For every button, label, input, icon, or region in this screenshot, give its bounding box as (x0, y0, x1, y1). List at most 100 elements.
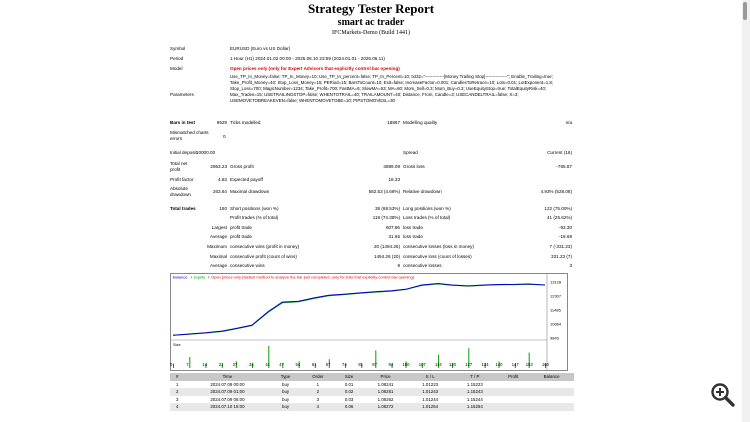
gross-loss-value: -765.87 (556, 164, 572, 169)
cell: 2024.07.09 06:00 (210, 396, 245, 402)
col-price: Price (363, 373, 408, 381)
size-bar (452, 363, 453, 368)
model-value: Open prices only (only for Expert Adviso… (230, 66, 400, 71)
largest-loss-value: -93.30 (558, 225, 572, 230)
mismatched-value: 0 (223, 134, 226, 139)
y-tick-label: 11485 (550, 308, 562, 313)
scrollbar-thumb[interactable] (743, 2, 747, 20)
size-bar (545, 363, 546, 368)
cell: 1.15244 (466, 396, 483, 402)
short-positions-value: 38 (68.53%) (374, 206, 400, 211)
size-bar (375, 350, 377, 368)
x-tick-label: 14 (202, 362, 208, 367)
cell (497, 396, 529, 404)
x-tick-label: 160 (542, 362, 549, 367)
largest-loss-label: loss trade (403, 225, 423, 230)
size-bar (421, 363, 423, 368)
size-bar (391, 363, 393, 368)
broker-name: IFCMarkets-Demo (Build 1441) (332, 30, 410, 36)
size-bar (328, 359, 330, 368)
cell (529, 381, 574, 389)
absolute-drawdown-label: Absolute drawdown (170, 186, 191, 197)
initial-deposit-value: 10000.00 (196, 150, 216, 155)
spread-value: Current (16) (547, 150, 572, 155)
parameters-label: Parameters (170, 92, 194, 97)
maximal-drawdown-label: Maximal drawdown (230, 189, 270, 194)
x-tick-label: 67 (325, 362, 331, 367)
bars-label: Bars in test (170, 120, 196, 125)
cell: 2024.07.09 01:00 (184, 388, 271, 396)
x-tick-label: 54 (295, 362, 301, 367)
x-tick-label: 0 (170, 362, 173, 367)
size-bar (468, 348, 470, 368)
cell: 1 (176, 381, 179, 387)
x-tick-label: 61 (311, 362, 317, 367)
cell: 1.15254 (452, 403, 498, 411)
table-row: 2 2024.07.09 01:00 buy 2 0.02 1.08261 1.… (170, 388, 574, 396)
legend-sep2: / (208, 275, 210, 280)
average-loss-value: -18.68 (558, 234, 572, 239)
cons-losses-label: consecutive losses (loss in money) (403, 244, 474, 249)
size-bar (205, 363, 207, 368)
cell: 1.01254 (407, 403, 453, 411)
cons-profit-label: consecutive profit (count of wins) (230, 254, 297, 259)
cons-loss-label: consecutive loss (count of losses) (403, 254, 472, 259)
page-scrollbar[interactable] (742, 0, 750, 422)
x-tick-label: 127 (465, 362, 473, 367)
cons-wins2-label: consecutive wins (230, 263, 265, 268)
cell: 0.03 (344, 396, 354, 402)
cons-profit-value: 1494.26 (20) (373, 254, 400, 259)
size-bar (528, 352, 530, 368)
cons-loss-value: 331.23 (7) (551, 254, 572, 259)
profit-trades-value: 119 (74.38%) (372, 215, 400, 220)
cell: 0.01 (344, 381, 354, 387)
x-tick-label: 100 (402, 362, 410, 367)
largest-label: Largest (211, 225, 227, 230)
expected-payoff-value: 18.33 (388, 177, 401, 182)
deals-header-row: # Time Type Order Size Price S / L T / P… (170, 373, 574, 381)
balance-chart-svg: Balance / Equity / Open prices only (fas… (171, 274, 567, 370)
cell: 3 (176, 396, 179, 402)
y-tick-label: 10664 (550, 322, 562, 327)
bars-value: 9529 (216, 120, 227, 125)
col-size: Size (334, 373, 364, 381)
legend-balance: Balance (173, 275, 188, 280)
size-bar (298, 361, 300, 368)
chart-legend-bg (171, 274, 567, 280)
relative-drawdown-value: 4.93% (528.08) (540, 189, 572, 194)
col-time: Time (184, 373, 271, 381)
cell: 2024.07.09 00:00 (210, 381, 245, 387)
cell: 0.06 (334, 403, 364, 411)
cell: 4 (300, 403, 335, 411)
cell: 1.15223 (466, 381, 483, 387)
cell: buy (282, 396, 290, 402)
cell (497, 403, 530, 411)
symbol-label: Symbol (170, 46, 186, 51)
gross-profit-value: 3889.09 (383, 164, 400, 169)
cell: 1.01223 (422, 381, 439, 387)
x-tick-label: 107 (418, 362, 426, 367)
col-sl: S / L (407, 373, 453, 381)
chart-x-ticks: 0 7 14 21 27 34 41 47 54 61 67 74 81 87 94 100 107 114 120… (170, 362, 566, 370)
x-tick-label: 41 (265, 362, 270, 367)
absolute-drawdown-value: 263.64 (212, 189, 227, 194)
largest-profit-label: profit trade (230, 225, 252, 230)
size-bar (268, 346, 270, 368)
x-tick-label: 153 (525, 362, 533, 367)
report-title: Strategy Tester Report (307, 1, 435, 16)
table-row: 3 2024.07.09 06:00 buy 3 0.03 1.08262 1.… (170, 396, 574, 404)
maximal-label: Maximal (209, 254, 227, 259)
short-positions-label: Short positions (won %) (230, 206, 279, 211)
equity-line (172, 283, 546, 336)
size-bar (514, 363, 516, 368)
cell (497, 388, 530, 396)
cell: buy (270, 388, 301, 396)
size-bar (282, 363, 284, 368)
zoom-in-icon[interactable] (710, 382, 736, 408)
size-bar (498, 361, 500, 368)
model-label: Model (170, 66, 183, 71)
cell (529, 388, 574, 396)
average-loss-label: loss trade (403, 234, 423, 239)
loss-trades-label: Loss trades (% of total) (403, 215, 451, 220)
size-bar (221, 363, 223, 368)
